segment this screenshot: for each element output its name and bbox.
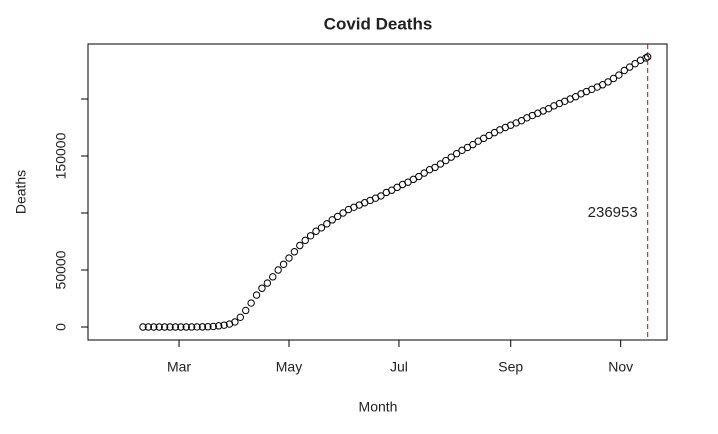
point [182, 323, 190, 331]
point [431, 163, 439, 172]
point [377, 192, 385, 200]
point [209, 322, 217, 331]
point [279, 260, 288, 268]
point [187, 323, 196, 331]
point [144, 323, 153, 331]
x-axis-label: Month [359, 399, 398, 415]
point [177, 323, 185, 331]
point [620, 66, 628, 75]
point [231, 318, 239, 326]
point [328, 216, 336, 224]
point [274, 266, 282, 274]
point [198, 323, 207, 331]
point [625, 63, 634, 71]
point [301, 236, 309, 245]
point [317, 224, 326, 232]
point [139, 323, 147, 331]
point [214, 322, 223, 330]
point [166, 323, 174, 331]
point [642, 54, 650, 62]
point [323, 220, 331, 228]
point [333, 212, 342, 221]
x-tick-label: Nov [608, 359, 633, 375]
y-tick-label: 150000 [53, 132, 69, 179]
point [436, 160, 445, 168]
point [155, 323, 163, 331]
point [285, 254, 293, 262]
point [236, 313, 245, 322]
point [193, 323, 201, 331]
point [615, 71, 623, 79]
point [296, 241, 304, 250]
point [631, 59, 639, 68]
point [469, 140, 477, 149]
point [447, 153, 455, 161]
x-tick-label: May [276, 359, 302, 375]
x-tick-label: Mar [167, 359, 191, 375]
chart-title: Covid Deaths [324, 14, 433, 33]
y-axis-label: Deaths [13, 170, 29, 214]
point [258, 284, 266, 292]
point [452, 150, 461, 158]
point [269, 273, 277, 281]
point [306, 232, 315, 240]
point [339, 209, 347, 217]
point [171, 323, 180, 331]
y-tick-label: 50000 [53, 250, 69, 289]
point [220, 321, 228, 329]
point [290, 248, 299, 256]
point [604, 78, 612, 86]
point [252, 291, 261, 299]
x-tick-label: Jul [390, 359, 408, 375]
point [150, 323, 158, 331]
x-tick-label: Sep [498, 359, 523, 375]
point [160, 323, 169, 331]
y-tick-label: 0 [53, 323, 69, 331]
point [247, 299, 255, 307]
point [204, 323, 212, 331]
point [263, 279, 272, 287]
annotation: 236953 [588, 204, 638, 221]
point [242, 306, 250, 315]
point [420, 169, 428, 177]
point [442, 156, 450, 165]
point [312, 227, 320, 235]
plot-frame [87, 43, 668, 341]
point [415, 172, 423, 181]
point [609, 74, 618, 83]
